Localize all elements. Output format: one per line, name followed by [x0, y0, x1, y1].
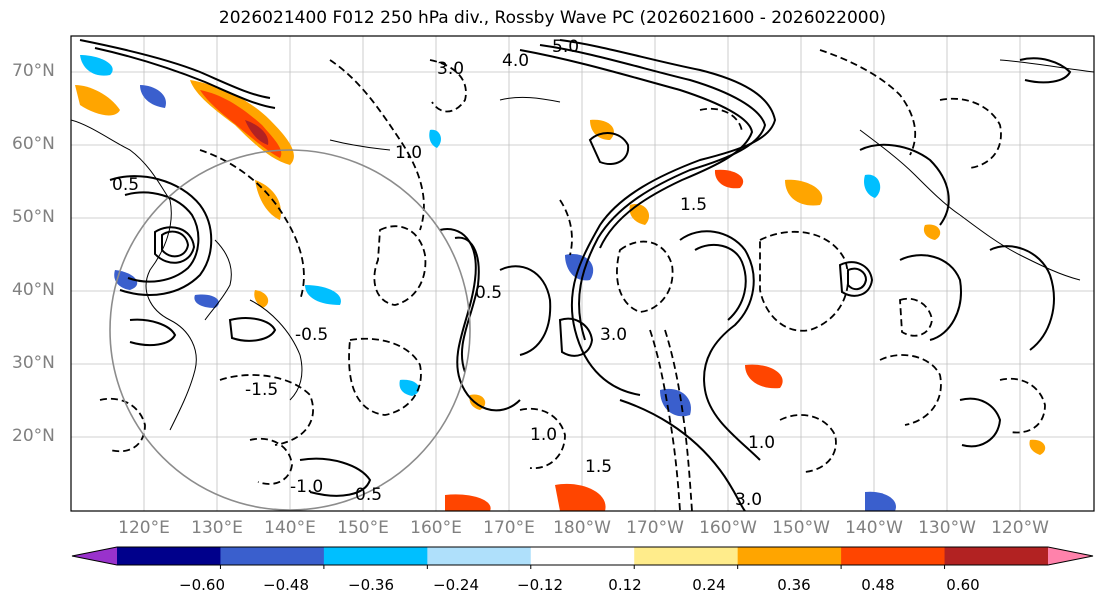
colorbar-tick-label: −0.36: [348, 576, 394, 594]
colorbar-segment: [220, 547, 325, 565]
lat-label: 50°N: [12, 207, 55, 227]
contour-label: -0.5: [295, 325, 328, 345]
map-title: 2026021400 F012 250 hPa div., Rossby Wav…: [218, 8, 887, 28]
colorbar: [71, 546, 1094, 569]
colorbar-segment: [841, 547, 946, 565]
lon-label: 150°E: [337, 518, 389, 538]
lon-label: 130°E: [191, 518, 243, 538]
colorbar-tick-label: −0.24: [433, 576, 479, 594]
contour-label: -1.0: [290, 477, 323, 497]
lat-label: 20°N: [12, 426, 55, 446]
contour-label: 3.0: [437, 59, 464, 79]
plot-frame: [70, 35, 1095, 512]
colorbar-tick-label: 0.24: [692, 576, 726, 594]
lat-label: 70°N: [12, 61, 55, 81]
lon-label: 140°W: [845, 518, 903, 538]
contour-label: 3.0: [600, 325, 627, 345]
colorbar-tick-label: 0.12: [608, 576, 642, 594]
solid-contours: [79, 39, 1072, 511]
contour-label: 0.5: [112, 175, 139, 195]
lon-label: 180°W: [553, 518, 611, 538]
colorbar-tick-label: −0.48: [263, 576, 309, 594]
lon-label: 170°W: [626, 518, 684, 538]
colorbar-tick-label: 0.48: [861, 576, 895, 594]
lon-label: 150°W: [772, 518, 830, 538]
lon-label: 160°E: [410, 518, 462, 538]
coastlines: [71, 59, 1094, 431]
lon-label: 160°W: [699, 518, 757, 538]
colorbar-tick-label: 0.36: [777, 576, 811, 594]
contour-label: 1.0: [748, 433, 775, 453]
divergence-fill: [75, 55, 1046, 511]
colorbar-extend-low: [72, 547, 117, 565]
contour-label: 1.0: [395, 143, 422, 163]
lat-label: 40°N: [12, 280, 55, 300]
contour-label: 0.5: [355, 485, 382, 505]
colorbar-segment: [117, 547, 221, 565]
lon-label: 130°W: [918, 518, 976, 538]
colorbar-segment: [634, 547, 739, 565]
colorbar-tick-label: −0.60: [179, 576, 225, 594]
lat-label: 30°N: [12, 353, 55, 373]
rossby-pc-circle: [109, 149, 471, 511]
gridlines: [71, 36, 1094, 511]
colorbar-tick-label: −0.12: [517, 576, 563, 594]
contour-labels: 5.0 4.0 3.0 1.5 1.0 0.5 -0.5 -1.0 -1.5 3…: [112, 37, 775, 510]
colorbar-segment: [323, 547, 428, 565]
contour-label: 1.5: [680, 195, 707, 215]
colorbar-segment: [427, 547, 532, 565]
contour-label: 5.0: [552, 37, 579, 57]
contour-label: 4.0: [502, 51, 529, 71]
contour-label: 0.5: [475, 283, 502, 303]
contour-label: -1.5: [245, 380, 278, 400]
colorbar-tick-label: 0.60: [946, 576, 980, 594]
lon-label: 140°E: [264, 518, 316, 538]
colorbar-outline: [71, 546, 1094, 566]
colorbar-segment: [530, 547, 635, 565]
contour-label: 3.0: [735, 490, 762, 510]
colorbar-extend-high: [1048, 547, 1093, 565]
lat-label: 60°N: [12, 134, 55, 154]
colorbar-segment: [944, 547, 1049, 565]
lon-label: 120°E: [118, 518, 170, 538]
lon-label: 120°W: [991, 518, 1049, 538]
colorbar-segment: [737, 547, 842, 565]
contour-label: 1.5: [585, 457, 612, 477]
plot-area: 5.0 4.0 3.0 1.5 1.0 0.5 -0.5 -1.0 -1.5 3…: [71, 36, 1094, 511]
contour-label: 1.0: [530, 425, 557, 445]
lon-label: 170°E: [483, 518, 535, 538]
